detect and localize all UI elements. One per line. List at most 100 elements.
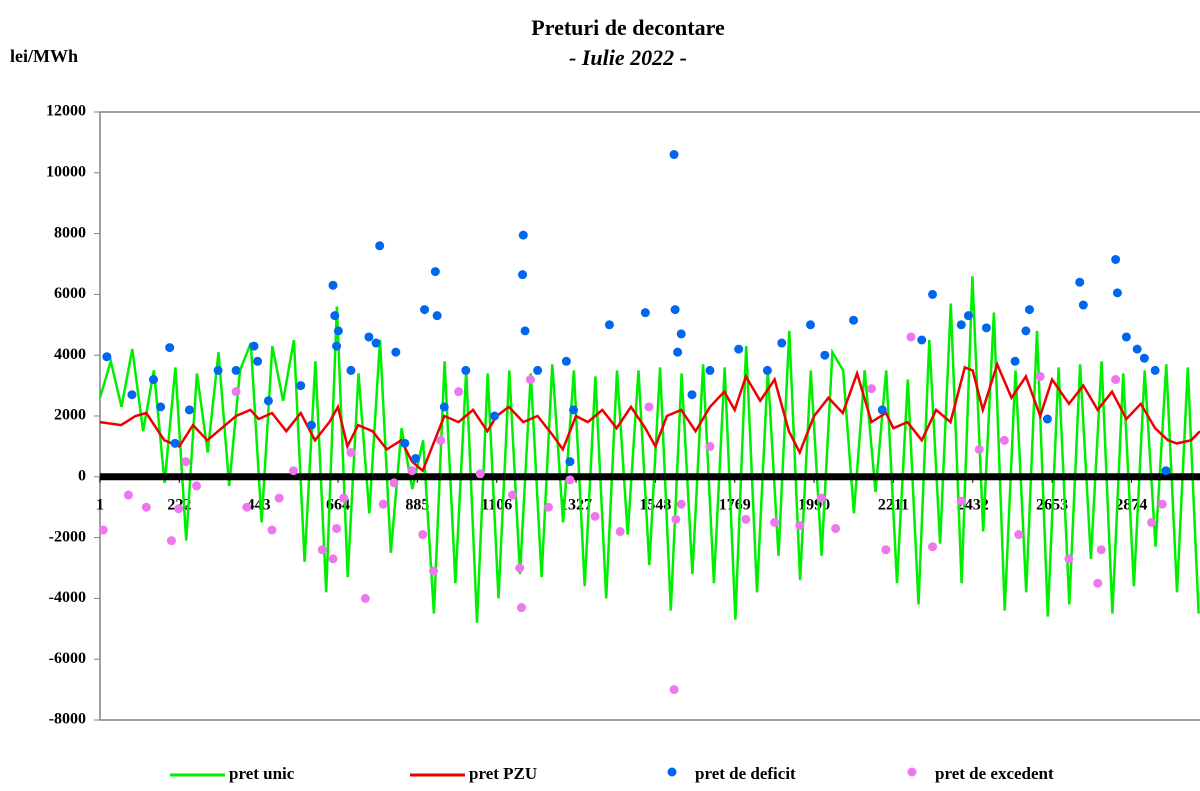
point — [454, 387, 464, 397]
point — [332, 523, 342, 533]
point — [123, 490, 133, 500]
line-1 — [99, 360, 1200, 473]
point — [516, 603, 526, 613]
point — [317, 545, 327, 555]
point — [518, 230, 528, 240]
point — [849, 315, 859, 325]
point — [102, 352, 112, 362]
point — [963, 311, 973, 321]
point — [475, 469, 485, 479]
point — [429, 566, 439, 576]
point — [213, 365, 223, 375]
point — [328, 280, 338, 290]
y-tick-label: 2000 — [54, 407, 86, 424]
point — [364, 332, 374, 342]
point — [525, 375, 535, 385]
point — [1078, 300, 1088, 310]
point — [770, 517, 780, 527]
point — [820, 350, 830, 360]
y-tick-label: 4000 — [54, 346, 86, 363]
point — [389, 478, 399, 488]
point — [671, 514, 681, 524]
point — [1121, 332, 1131, 342]
point — [231, 387, 241, 397]
point — [1139, 353, 1149, 363]
point — [877, 405, 887, 415]
point — [590, 511, 600, 521]
point — [687, 390, 697, 400]
point — [615, 527, 625, 537]
point — [956, 496, 966, 506]
point — [644, 402, 654, 412]
point — [640, 308, 650, 318]
x-tick-label: 885 — [405, 496, 429, 513]
legend-label: pret PZU — [469, 764, 537, 783]
y-tick-label: -2000 — [49, 528, 86, 545]
point — [174, 504, 184, 514]
x-tick-label: 2874 — [1115, 496, 1147, 513]
point — [274, 493, 284, 503]
line-0 — [98, 276, 1200, 623]
point — [518, 270, 528, 280]
y-axis-label: lei/MWh — [10, 46, 78, 66]
point — [461, 365, 471, 375]
point — [515, 563, 525, 573]
point — [734, 344, 744, 354]
y-tick-label: 12000 — [46, 103, 86, 120]
point — [430, 267, 440, 277]
point — [906, 332, 916, 342]
point — [432, 311, 442, 321]
point — [669, 685, 679, 695]
point — [974, 444, 984, 454]
point — [669, 150, 679, 160]
point — [249, 341, 259, 351]
point — [1021, 326, 1031, 336]
point — [170, 438, 180, 448]
point — [407, 466, 417, 476]
point — [1035, 371, 1045, 381]
y-tick-label: 0 — [78, 467, 86, 484]
point — [306, 420, 316, 430]
point — [1093, 578, 1103, 588]
point — [805, 320, 815, 330]
x-tick-label: 443 — [247, 496, 271, 513]
point — [436, 435, 446, 445]
point — [165, 343, 175, 353]
point — [670, 305, 680, 315]
point — [346, 447, 356, 457]
point — [705, 365, 715, 375]
point — [253, 356, 263, 366]
point — [520, 326, 530, 336]
x-tick-label: 1106 — [481, 496, 512, 513]
point — [166, 536, 176, 546]
point — [439, 402, 449, 412]
point — [777, 338, 787, 348]
point — [1064, 554, 1074, 564]
legend-label: pret unic — [229, 764, 295, 783]
point — [565, 475, 575, 485]
point — [360, 593, 370, 603]
point — [928, 542, 938, 552]
point — [928, 289, 938, 299]
point — [231, 365, 241, 375]
point — [1014, 530, 1024, 540]
point — [604, 320, 614, 330]
point — [999, 435, 1009, 445]
point — [127, 390, 137, 400]
point — [705, 441, 715, 451]
point — [411, 454, 421, 464]
x-tick-label: 1327 — [560, 496, 592, 513]
y-tick-label: 6000 — [54, 285, 86, 302]
point — [378, 499, 388, 509]
point — [676, 499, 686, 509]
point — [565, 457, 575, 467]
x-tick-label: 1769 — [719, 496, 751, 513]
point — [418, 530, 428, 540]
legend-label: pret de deficit — [695, 764, 796, 783]
point — [1132, 344, 1142, 354]
point — [1111, 375, 1121, 385]
point — [148, 375, 158, 385]
point — [1042, 414, 1052, 424]
point — [346, 365, 356, 375]
point — [1010, 356, 1020, 366]
